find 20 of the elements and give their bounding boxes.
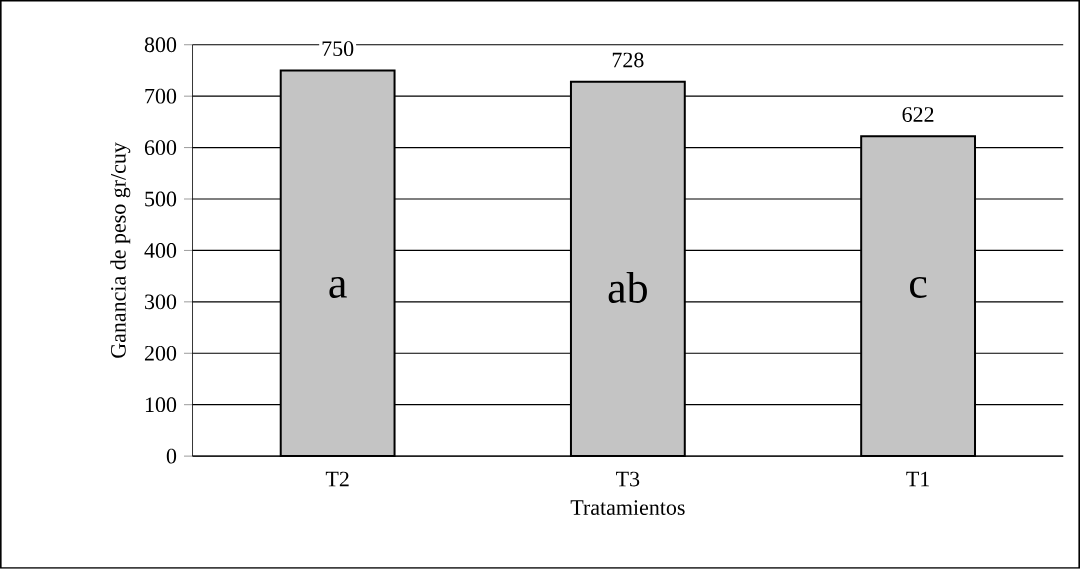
x-axis-title: Tratamientos <box>570 500 685 516</box>
y-tick-label: 800 <box>144 37 177 53</box>
y-tick-label: 200 <box>144 346 177 361</box>
x-tick-label: T3 <box>616 471 640 487</box>
data-label: 750 <box>322 41 354 57</box>
x-tick-label: T1 <box>906 471 929 487</box>
y-tick-label: 600 <box>144 140 177 156</box>
y-tick-label: 300 <box>145 294 177 310</box>
y-tick-label: 0 <box>166 448 177 464</box>
y-tick-label: 500 <box>145 191 177 207</box>
y-tick-label: 400 <box>144 243 177 258</box>
data-label: 622 <box>902 107 934 123</box>
y-axis-title: Ganancia de peso gr/cuy <box>110 142 131 358</box>
annotation: a <box>329 277 347 299</box>
y-tick-label: 100 <box>145 397 177 413</box>
data-label: 728 <box>612 52 644 68</box>
y-tick-label: 700 <box>145 88 177 104</box>
annotation: ab <box>608 272 647 304</box>
x-tick-label: T2 <box>325 471 349 487</box>
annotation: c <box>910 277 927 299</box>
